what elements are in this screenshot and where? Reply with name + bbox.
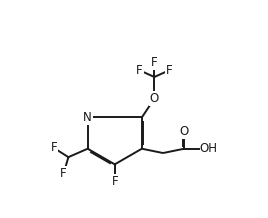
Text: F: F bbox=[51, 141, 57, 155]
Text: O: O bbox=[180, 125, 189, 138]
Text: F: F bbox=[136, 64, 143, 77]
Text: N: N bbox=[83, 111, 92, 124]
Text: O: O bbox=[150, 92, 159, 105]
Text: F: F bbox=[60, 167, 67, 180]
Text: F: F bbox=[111, 175, 118, 188]
Text: F: F bbox=[166, 64, 173, 77]
Text: OH: OH bbox=[200, 142, 218, 155]
Text: F: F bbox=[151, 56, 158, 69]
